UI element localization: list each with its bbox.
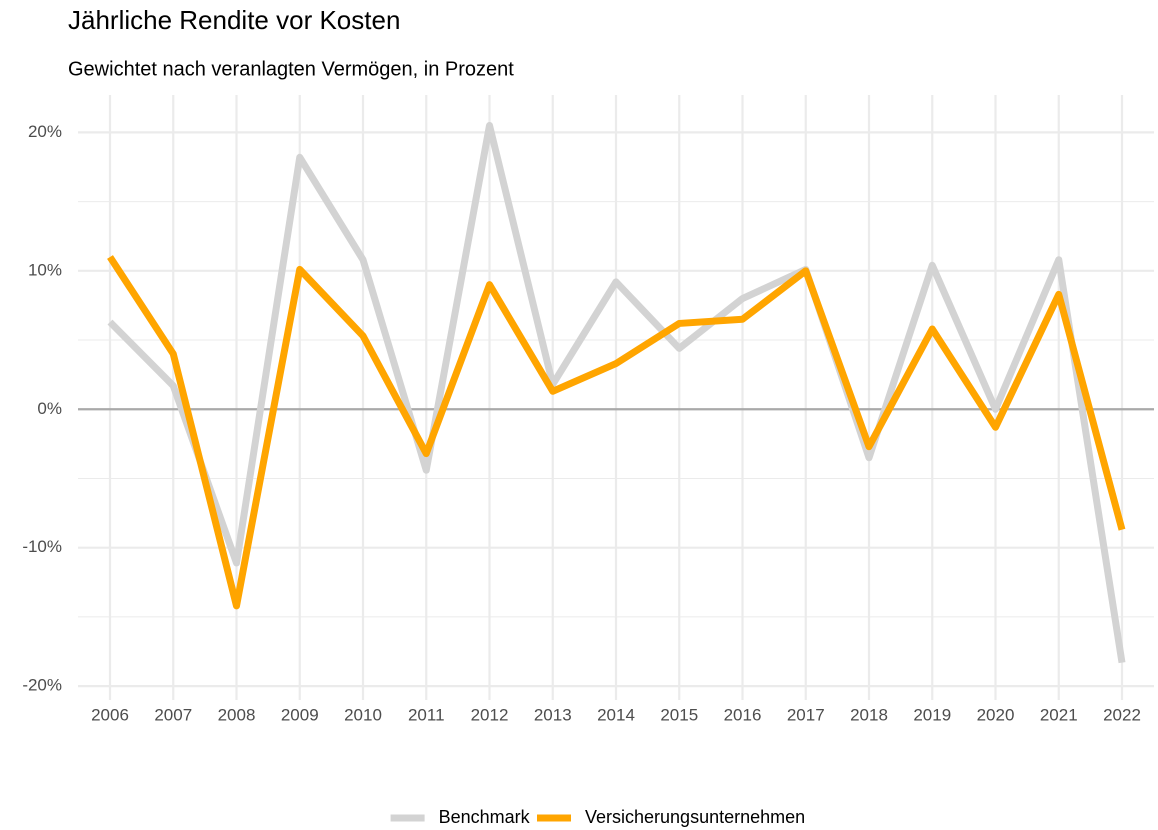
x-tick-label: 2008	[218, 705, 256, 724]
x-tick-label: 2007	[154, 705, 192, 724]
x-tick-label: 2010	[344, 705, 382, 724]
x-tick-label: 2020	[977, 705, 1015, 724]
x-tick-label: 2019	[913, 705, 951, 724]
chart-subtitle: Gewichtet nach veranlagten Vermögen, in …	[68, 58, 514, 80]
x-tick-label: 2012	[471, 705, 509, 724]
x-tick-label: 2017	[787, 705, 825, 724]
y-tick-label: -10%	[22, 537, 62, 556]
series-line	[107, 255, 1126, 610]
y-tick-label: -20%	[22, 676, 62, 695]
x-tick-label: 2014	[597, 705, 635, 724]
y-tick-label: 0%	[37, 399, 62, 418]
y-tick-label: 10%	[28, 260, 62, 279]
legend: Benchmark Versicherungsunternehmen	[390, 807, 805, 827]
x-tick-label: 2022	[1103, 705, 1141, 724]
x-tick-label: 2011	[408, 705, 445, 724]
x-tick-label: 2015	[660, 705, 698, 724]
x-tick-label: 2021	[1040, 705, 1078, 724]
x-tick-label: 2016	[724, 705, 762, 724]
x-tick-label: 2018	[850, 705, 888, 724]
chart-title: Jährliche Rendite vor Kosten	[68, 5, 400, 35]
y-tick-label: 20%	[28, 122, 62, 141]
legend-label: Benchmark	[439, 807, 531, 827]
x-tick-label: 2009	[281, 705, 319, 724]
legend-label: Versicherungsunternehmen	[585, 807, 805, 827]
grid	[78, 95, 1154, 700]
x-tick-label: 2006	[91, 705, 129, 724]
series-line	[107, 121, 1126, 664]
x-tick-label: 2013	[534, 705, 572, 724]
